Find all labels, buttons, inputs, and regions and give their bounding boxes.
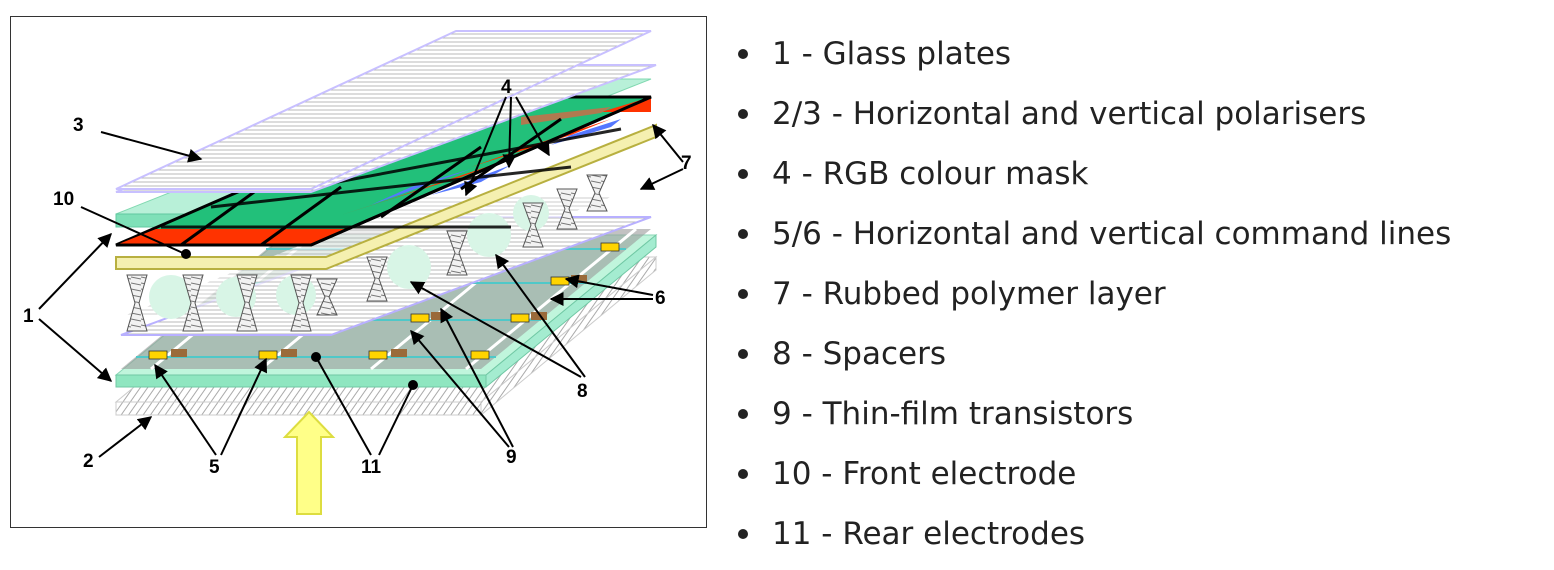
bullet-icon [738,409,748,419]
bullet-icon [738,109,748,119]
bullet-icon [738,229,748,239]
bullet-icon [738,529,748,539]
bullet-icon [738,169,748,179]
legend-item: 8 - Spacers [734,330,1451,390]
legend-item-text: 7 - Rubbed polymer layer [772,276,1166,312]
liquid-crystal-twists [126,174,608,332]
bullet-icon [738,49,748,59]
top-polariser [115,30,652,190]
lcd-layer-diagram: 3 4 7 10 1 6 8 2 5 11 9 [10,16,707,528]
legend-item: 11 - Rear electrodes [734,510,1451,570]
callout-3: 3 [73,115,84,136]
bullet-icon [738,349,748,359]
legend-item-text: 4 - RGB colour mask [772,156,1089,192]
callout-6: 6 [655,288,666,309]
callout-11: 11 [361,457,382,478]
callout-2: 2 [83,451,94,472]
bullet-icon [738,469,748,479]
legend-item-text: 5/6 - Horizontal and vertical command li… [772,216,1452,252]
legend-item-text: 8 - Spacers [772,336,946,372]
callout-1: 1 [23,306,34,327]
legend-item-text: 10 - Front electrode [772,456,1077,492]
legend-item: 9 - Thin-film transistors [734,390,1451,450]
callout-4: 4 [501,77,512,98]
legend-item: 5/6 - Horizontal and vertical command li… [734,210,1451,270]
legend-item-text: 1 - Glass plates [772,36,1012,72]
callout-numbers: 3 4 7 10 1 6 8 2 5 11 9 [23,77,692,478]
legend-item: 7 - Rubbed polymer layer [734,270,1451,330]
legend-item: 1 - Glass plates [734,30,1451,90]
callout-5: 5 [209,457,220,478]
legend-item-text: 11 - Rear electrodes [772,516,1086,552]
callout-10: 10 [53,189,74,210]
callout-9: 9 [506,447,517,468]
legend-item-text: 9 - Thin-film transistors [772,396,1134,432]
legend-item-text: 2/3 - Horizontal and vertical polarisers [772,96,1367,132]
leader-lines [38,96,684,458]
legend-item: 10 - Front electrode [734,450,1451,510]
backlight-arrow [282,410,336,515]
legend-list: 1 - Glass plates 2/3 - Horizontal and ve… [734,30,1451,570]
callout-7: 7 [681,153,692,174]
callout-8: 8 [577,381,588,402]
bullet-icon [738,289,748,299]
legend-item: 4 - RGB colour mask [734,150,1451,210]
legend-item: 2/3 - Horizontal and vertical polarisers [734,90,1451,150]
